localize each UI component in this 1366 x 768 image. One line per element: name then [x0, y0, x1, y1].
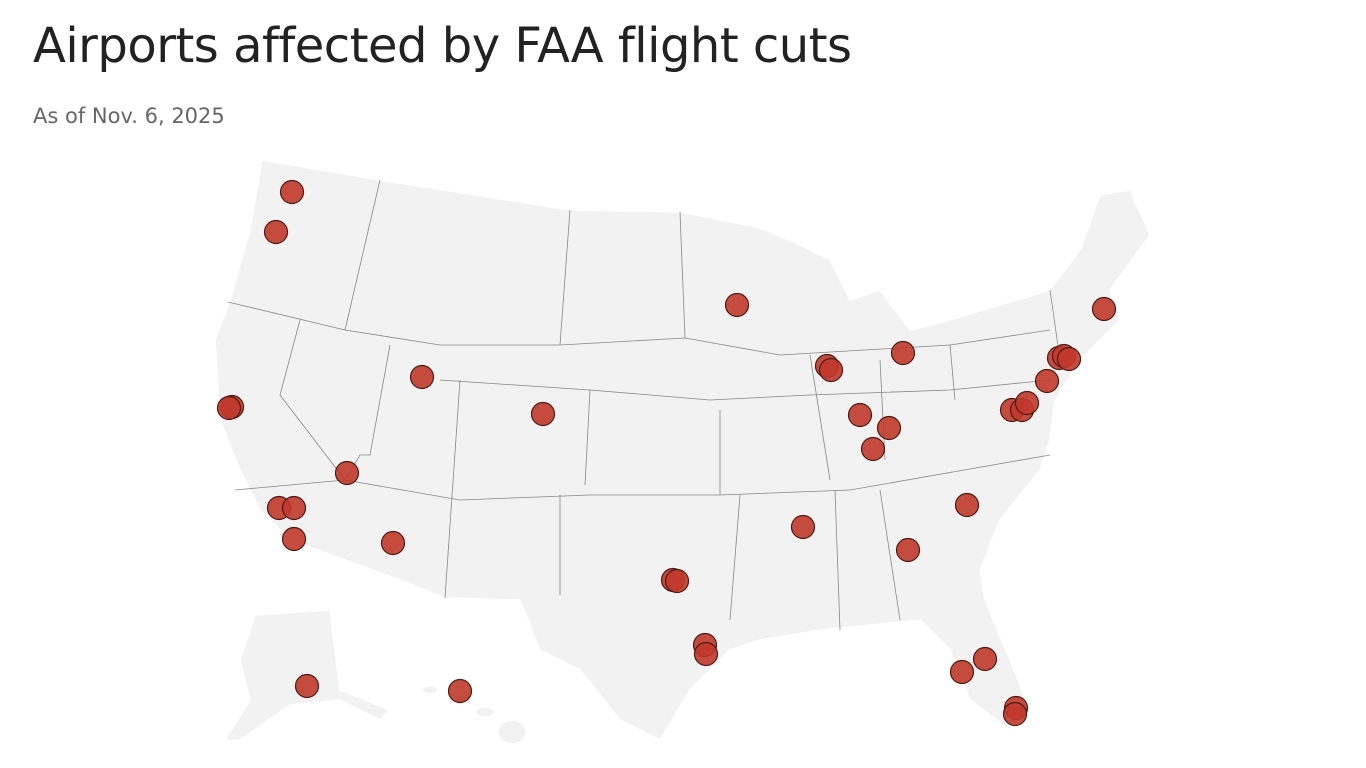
airport-dot: [1034, 368, 1060, 394]
airport-dot: [281, 526, 307, 552]
title: Airports affected by FAA flight cuts: [33, 18, 852, 74]
airport-dot: [972, 646, 998, 672]
hawaii-land: [421, 685, 527, 745]
airport-dot: [1056, 346, 1082, 372]
airport-dot: [895, 537, 921, 563]
airport-dot: [847, 402, 873, 428]
airport-dot: [263, 219, 289, 245]
airport-dot: [334, 460, 360, 486]
airport-dot: [216, 395, 242, 421]
us-land: [214, 159, 1151, 741]
airport-dot: [1002, 701, 1028, 727]
airport-dot: [693, 641, 719, 667]
airport-dots: [216, 179, 1117, 727]
airport-dot: [409, 364, 435, 390]
airport-dot: [890, 340, 916, 366]
airport-dot: [530, 401, 556, 427]
airport-dot: [1014, 390, 1040, 416]
subtitle: As of Nov. 6, 2025: [33, 104, 225, 128]
airport-dot: [949, 659, 975, 685]
airport-dot: [294, 673, 320, 699]
airport-dot: [954, 492, 980, 518]
airport-dot: [447, 678, 473, 704]
airport-dot: [860, 436, 886, 462]
airport-dot: [664, 568, 690, 594]
airport-dot: [724, 292, 750, 318]
airport-dot: [281, 495, 307, 521]
airport-dot: [1091, 296, 1117, 322]
airport-dot: [380, 530, 406, 556]
airport-dot: [818, 357, 844, 383]
airport-dot: [876, 415, 902, 441]
airport-dot: [790, 514, 816, 540]
airport-dot: [279, 179, 305, 205]
